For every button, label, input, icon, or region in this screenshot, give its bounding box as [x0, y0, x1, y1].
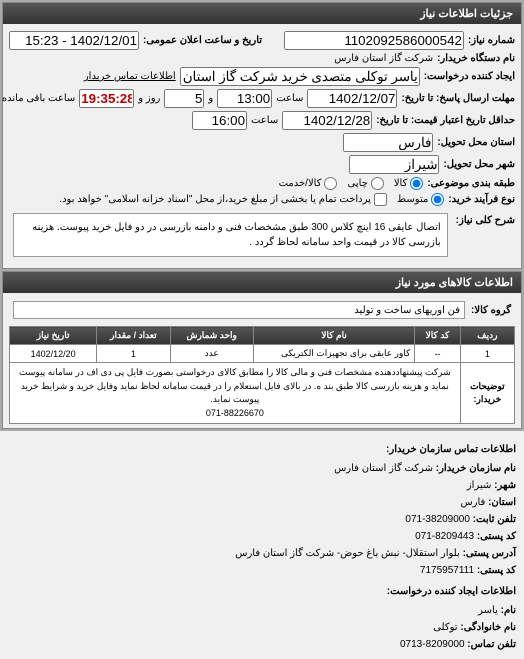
- notes-label-cell: توضیحات خریدار:: [460, 363, 514, 424]
- side-cost-label: طبقه بندی موضوعی:: [427, 178, 515, 189]
- col-code: کد کالا: [415, 327, 460, 345]
- table-row: 1 -- کاور عایقی برای تجهیزات الکتریکی عد…: [10, 345, 515, 363]
- day-label: روز و: [138, 93, 160, 104]
- category-label: گروه کالا:: [471, 305, 511, 316]
- requester-label: ایجاد کننده درخواست:: [424, 71, 515, 82]
- and-label: و: [208, 93, 213, 104]
- province-label: استان محل تحویل:: [437, 137, 515, 148]
- validity-date-field[interactable]: [282, 111, 372, 130]
- contact-phone: 071-38209000: [405, 511, 470, 528]
- need-description: اتصال عایقی 16 اینچ کلاس 300 طبق مشخصات …: [13, 213, 448, 257]
- col-date: تاریخ نیاز: [10, 327, 97, 345]
- announce-field[interactable]: [9, 31, 139, 50]
- radio-print[interactable]: چاپی: [347, 177, 383, 190]
- cell-name: کاور عایقی برای تجهیزات الکتریکی: [253, 345, 414, 363]
- need-body: شماره نیاز: تاریخ و ساعت اعلان عمومی: نا…: [3, 24, 521, 268]
- validity-time-field[interactable]: [192, 111, 247, 130]
- contact-pobox-label: کد پستی:: [477, 565, 516, 576]
- goods-table: ردیف کد کالا نام کالا واحد شمارش تعداد /…: [9, 326, 515, 424]
- radio-medium[interactable]: متوسط: [397, 193, 444, 206]
- contact-pobox: 7175957111: [420, 562, 474, 579]
- time-label-1: ساعت: [276, 93, 303, 104]
- subject-radio-group: کالا چاپی کالا/خدمت: [279, 177, 424, 190]
- creator-name-label: نام:: [501, 605, 516, 616]
- need-number-label: شماره نیاز:: [468, 35, 515, 46]
- city-label: شهر محل تحویل:: [443, 159, 515, 170]
- cell-date: 1402/12/20: [10, 345, 97, 363]
- creator-phone: 0713-8209000: [400, 636, 465, 653]
- cell-code: --: [415, 345, 460, 363]
- deadline-time-field[interactable]: [217, 89, 272, 108]
- need-details-panel: جزئیات اطلاعات نیاز شماره نیاز: تاریخ و …: [2, 2, 522, 269]
- radio-kala-service[interactable]: کالا/خدمت: [279, 177, 338, 190]
- panel-header-goods: اطلاعات کالاهای مورد نیاز: [3, 272, 521, 293]
- province-field[interactable]: [343, 133, 433, 152]
- org-label: نام دستگاه خریدار:: [437, 53, 515, 64]
- contact-city: شیراز: [467, 480, 492, 491]
- creator-lname-label: نام خانوادگی:: [460, 622, 516, 633]
- contact-address: بلوار استقلال- نبش باغ حوض- شرکت گاز است…: [235, 548, 460, 559]
- deadline-send-label: مهلت ارسال پاسخ: تا تاریخ:: [401, 93, 515, 104]
- need-number-field[interactable]: [284, 31, 464, 50]
- col-qty: تعداد / مقدار: [97, 327, 170, 345]
- contact-org: شرکت گاز استان فارس: [334, 463, 433, 474]
- countdown-field[interactable]: [79, 89, 134, 108]
- contact-address-label: آدرس پستی:: [463, 548, 516, 559]
- process-label: نوع فرآیند خرید:: [448, 194, 515, 205]
- contact-phone-label: تلفن ثابت:: [473, 514, 516, 525]
- creator-header: اطلاعات ایجاد کننده درخواست:: [8, 583, 516, 600]
- radio-kala[interactable]: کالا: [394, 177, 424, 190]
- remain-label: ساعت باقی مانده: [2, 93, 75, 104]
- validity-label: حداقل تاریخ اعتبار قیمت: تا تاریخ:: [376, 115, 515, 126]
- cell-unit: عدد: [170, 345, 253, 363]
- panel-header-need: جزئیات اطلاعات نیاز: [3, 3, 521, 24]
- contact-postcode-label: کد پستی:: [477, 531, 516, 542]
- notes-phone: 071-88226670: [206, 407, 264, 421]
- contact-org-label: نام سازمان خریدار:: [436, 463, 516, 474]
- category-field[interactable]: [13, 301, 465, 319]
- creator-lname: توکلی: [433, 622, 457, 633]
- days-left-field[interactable]: [164, 89, 204, 108]
- announce-label: تاریخ و ساعت اعلان عمومی:: [143, 35, 262, 46]
- cell-qty: 1: [97, 345, 170, 363]
- creator-name: یاسر: [478, 605, 498, 616]
- process-radio-group: متوسط پرداخت تمام یا بخشی از مبلغ خرید،ا…: [59, 193, 444, 206]
- col-row: ردیف: [460, 327, 514, 345]
- desc-label: شرح کلی نیاز:: [456, 209, 515, 226]
- contact-province: فارس: [460, 497, 485, 508]
- notes-cell: شرکت پیشنهاددهنده مشخصات فنی و مالی کالا…: [10, 363, 461, 424]
- org-value: شرکت گاز استان فارس: [334, 53, 433, 64]
- col-unit: واحد شمارش: [170, 327, 253, 345]
- deadline-date-field[interactable]: [307, 89, 397, 108]
- requester-field[interactable]: [180, 67, 420, 86]
- creator-phone-label: تلفن تماس:: [467, 639, 516, 650]
- cell-row: 1: [460, 345, 514, 363]
- notes-row: توضیحات خریدار: شرکت پیشنهاددهنده مشخصات…: [10, 363, 515, 424]
- contact-province-label: استان:: [488, 497, 516, 508]
- city-field[interactable]: [349, 155, 439, 174]
- contact-block: اطلاعات تماس سازمان خریدار: نام سازمان خ…: [0, 431, 524, 659]
- col-name: نام کالا: [253, 327, 414, 345]
- radio-treasury[interactable]: پرداخت تمام یا بخشی از مبلغ خرید،از محل …: [59, 193, 387, 206]
- contact-header: اطلاعات تماس سازمان خریدار:: [8, 441, 516, 458]
- time-label-2: ساعت: [251, 115, 278, 126]
- contact-city-label: شهر:: [494, 480, 516, 491]
- contact-postcode: 071-8209443: [415, 528, 474, 545]
- goods-panel: اطلاعات کالاهای مورد نیاز گروه کالا: ردی…: [2, 271, 522, 429]
- goods-body: گروه کالا: ردیف کد کالا نام کالا واحد شم…: [3, 293, 521, 428]
- buyer-contact-link[interactable]: اطلاعات تماس خریدار: [84, 71, 176, 82]
